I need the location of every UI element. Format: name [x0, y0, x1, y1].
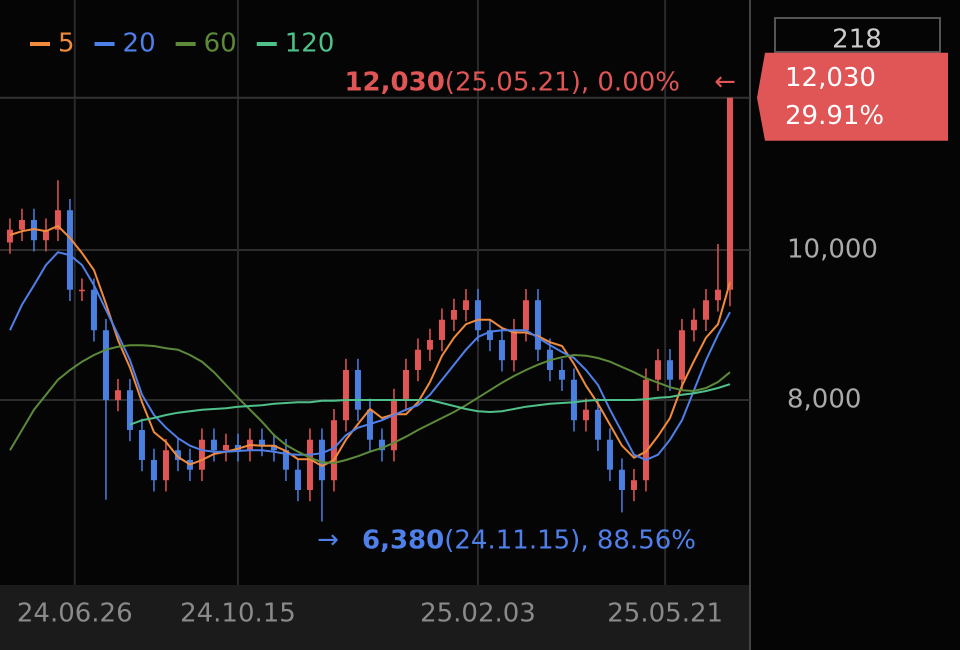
candle-body	[342, 369, 349, 421]
candle-body	[726, 97, 733, 290]
annotation-value: 6,380	[362, 525, 444, 555]
candle-body	[54, 210, 61, 230]
candle-body	[318, 439, 325, 481]
y-tick-label: 8,000	[787, 384, 861, 414]
annotation: 12,030(25.05.21), 0.00%	[344, 67, 680, 97]
candle-body	[486, 330, 493, 340]
candle-body	[126, 390, 133, 430]
candle-body	[282, 450, 289, 470]
candle-body	[678, 330, 685, 380]
candle-body	[174, 450, 181, 460]
candle-body	[354, 369, 361, 410]
annotation: 6,380(24.11.15), 88.56%	[362, 525, 696, 555]
candle-body	[702, 300, 709, 320]
candle-body	[102, 330, 109, 400]
x-tick-label: 25.02.03	[420, 599, 536, 629]
candle-body	[18, 219, 25, 230]
candle-body	[402, 369, 409, 400]
last-price-label: 12,030	[785, 63, 876, 93]
candle-body	[390, 399, 397, 451]
candle-body	[606, 439, 613, 470]
candle-body	[78, 289, 85, 292]
candle-body	[42, 229, 49, 241]
annotation-text: (25.05.21), 0.00%	[445, 67, 680, 97]
candle-body	[594, 409, 601, 440]
candle-body	[558, 369, 565, 380]
header-box	[774, 17, 941, 53]
candle-body	[378, 439, 385, 451]
candle-body	[438, 319, 445, 340]
candle-body	[222, 444, 229, 451]
candle-body	[66, 210, 73, 290]
candle-body	[714, 289, 721, 301]
ma-line	[9, 344, 731, 465]
legend-label: 60	[204, 29, 237, 59]
y-tick-label: 10,000	[787, 234, 878, 264]
annotation-text: (24.11.15), 88.56%	[444, 525, 696, 555]
candle-body	[6, 229, 13, 243]
candle-body	[150, 459, 157, 481]
x-axis-band	[0, 585, 750, 650]
candle-body	[690, 319, 697, 331]
candle-body	[510, 330, 517, 361]
candle-body	[414, 349, 421, 370]
candle-body	[90, 289, 97, 331]
candle-body	[330, 420, 337, 481]
candle-body	[30, 219, 37, 241]
annotation-value: 12,030	[344, 67, 444, 97]
candle-body	[642, 379, 649, 481]
annotation-arrow: →	[317, 525, 339, 555]
candle-body	[426, 339, 433, 350]
last-price-box	[757, 52, 948, 141]
candle-body	[210, 439, 217, 451]
candle-body	[306, 439, 313, 490]
annotation-arrow: ←	[714, 67, 736, 97]
candle-body	[294, 469, 301, 490]
candle-body	[654, 360, 661, 380]
candle-body	[582, 409, 589, 421]
candle-body	[270, 444, 277, 451]
ma-line	[129, 383, 731, 426]
candle-body	[474, 300, 481, 331]
candle-body	[618, 469, 625, 490]
ma-line	[9, 224, 731, 468]
candle-body	[666, 360, 673, 380]
x-tick-label: 24.06.26	[17, 599, 133, 629]
candle-body	[534, 300, 541, 350]
last-price-change: 29.91%	[785, 101, 884, 131]
candle-body	[114, 390, 121, 400]
candle-body	[162, 450, 169, 481]
candle-body	[450, 309, 457, 320]
x-tick-label: 25.05.21	[607, 599, 723, 629]
candle-body	[258, 439, 265, 445]
candle-body	[570, 379, 577, 421]
legend-label: 20	[123, 29, 156, 59]
candle-body	[630, 480, 637, 490]
candle-body	[462, 300, 469, 310]
ma-line	[9, 251, 731, 462]
candle-body	[198, 439, 205, 470]
candle-body	[522, 300, 529, 331]
candle-body	[234, 444, 241, 451]
header-label: 218	[832, 25, 882, 55]
legend-label: 120	[285, 29, 335, 59]
candle-body	[498, 339, 505, 361]
candle-body	[138, 429, 145, 460]
x-tick-label: 24.10.15	[180, 599, 296, 629]
legend-label: 5	[58, 29, 75, 59]
